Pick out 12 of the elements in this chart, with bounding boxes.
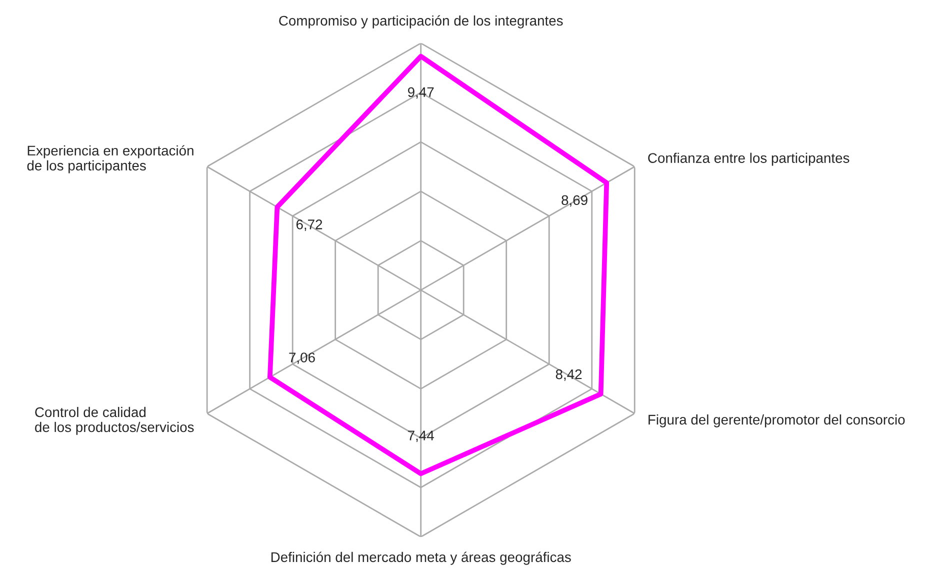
spoke-label: Compromiso y participación de los integrantes xyxy=(279,15,563,28)
spoke-label: Control de calidad de los productos/servicios xyxy=(35,406,194,435)
text: 9,47 xyxy=(408,87,434,99)
spoke-label: Definición del mercado meta y áreas geográficas xyxy=(271,552,571,565)
spoke-label: Confianza entre los participantes xyxy=(648,152,850,166)
spoke-label: Experiencia en exportación de los participantes xyxy=(27,145,194,174)
text: 8,42 xyxy=(556,369,582,381)
spoke-label: Figura del gerente/promotor del consorcio xyxy=(648,414,905,428)
text: 6,72 xyxy=(296,220,322,231)
text: 7,44 xyxy=(408,430,434,442)
text: 8,69 xyxy=(562,195,588,207)
text: 7,06 xyxy=(289,352,315,364)
